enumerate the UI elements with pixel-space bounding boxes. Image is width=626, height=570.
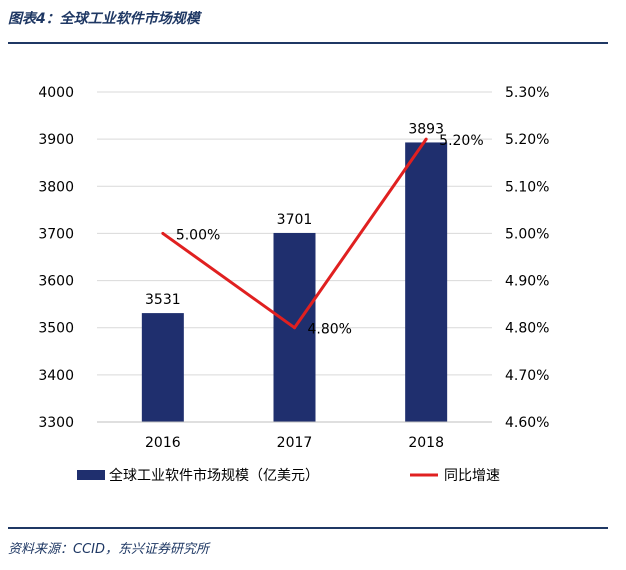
legend-bar-label: 全球工业软件市场规模（亿美元） <box>109 467 319 484</box>
bar <box>405 142 448 422</box>
figure-title: 图表4：全球工业软件市场规模 <box>8 11 200 27</box>
bar-labels: 3531 3701 3893 <box>145 121 444 308</box>
legend-line-label: 同比增速 <box>444 468 500 484</box>
left-tick-label: 3400 <box>38 368 74 384</box>
title-rule <box>8 42 608 44</box>
legend: 全球工业软件市场规模（亿美元） 同比增速 <box>77 467 500 484</box>
right-tick-label: 5.00% <box>505 226 549 242</box>
line-point <box>424 137 428 141</box>
line-value-label: 4.80% <box>308 322 352 338</box>
right-tick-label: 4.80% <box>505 321 549 337</box>
left-tick-label: 3700 <box>38 226 74 242</box>
line-value-label: 5.20% <box>439 133 483 149</box>
left-tick-label: 3900 <box>38 132 74 148</box>
right-tick-label: 4.90% <box>505 274 549 290</box>
line-series <box>161 137 428 330</box>
right-tick-label: 4.60% <box>505 415 549 431</box>
line-labels: 5.00% 4.80% 5.20% <box>176 133 484 338</box>
line-point <box>293 326 296 330</box>
left-tick-label: 3300 <box>38 415 74 431</box>
right-axis-ticks: 4.60% 4.70% 4.80% 4.90% 5.00% 5.10% 5.20% 5.30% <box>505 85 549 431</box>
left-tick-label: 4000 <box>38 85 74 101</box>
bars <box>141 142 448 422</box>
x-axis-ticks: 2016 2017 2018 <box>145 435 444 451</box>
left-tick-label: 3800 <box>38 179 74 195</box>
line-point <box>161 231 165 235</box>
right-tick-label: 5.10% <box>505 179 549 195</box>
right-tick-label: 5.30% <box>505 85 549 101</box>
legend-bar-swatch <box>77 470 105 480</box>
line-value-label: 5.00% <box>176 227 220 243</box>
left-tick-label: 3600 <box>38 274 74 290</box>
x-tick-label: 2016 <box>145 435 181 451</box>
footer-rule <box>8 527 608 529</box>
bar <box>141 313 184 422</box>
right-tick-label: 5.20% <box>505 132 549 148</box>
right-tick-label: 4.70% <box>505 368 549 384</box>
source-note: 资料来源：CCID，东兴证券研究所 <box>8 542 209 557</box>
x-tick-label: 2018 <box>408 435 444 451</box>
bar-value-label: 3531 <box>145 292 181 308</box>
bar-value-label: 3701 <box>277 212 313 228</box>
left-axis-ticks: 3300 3400 3500 3600 3700 3800 3900 4000 <box>38 85 74 431</box>
x-tick-label: 2017 <box>277 435 313 451</box>
bar-value-label: 3893 <box>408 121 444 137</box>
left-tick-label: 3500 <box>38 321 74 337</box>
